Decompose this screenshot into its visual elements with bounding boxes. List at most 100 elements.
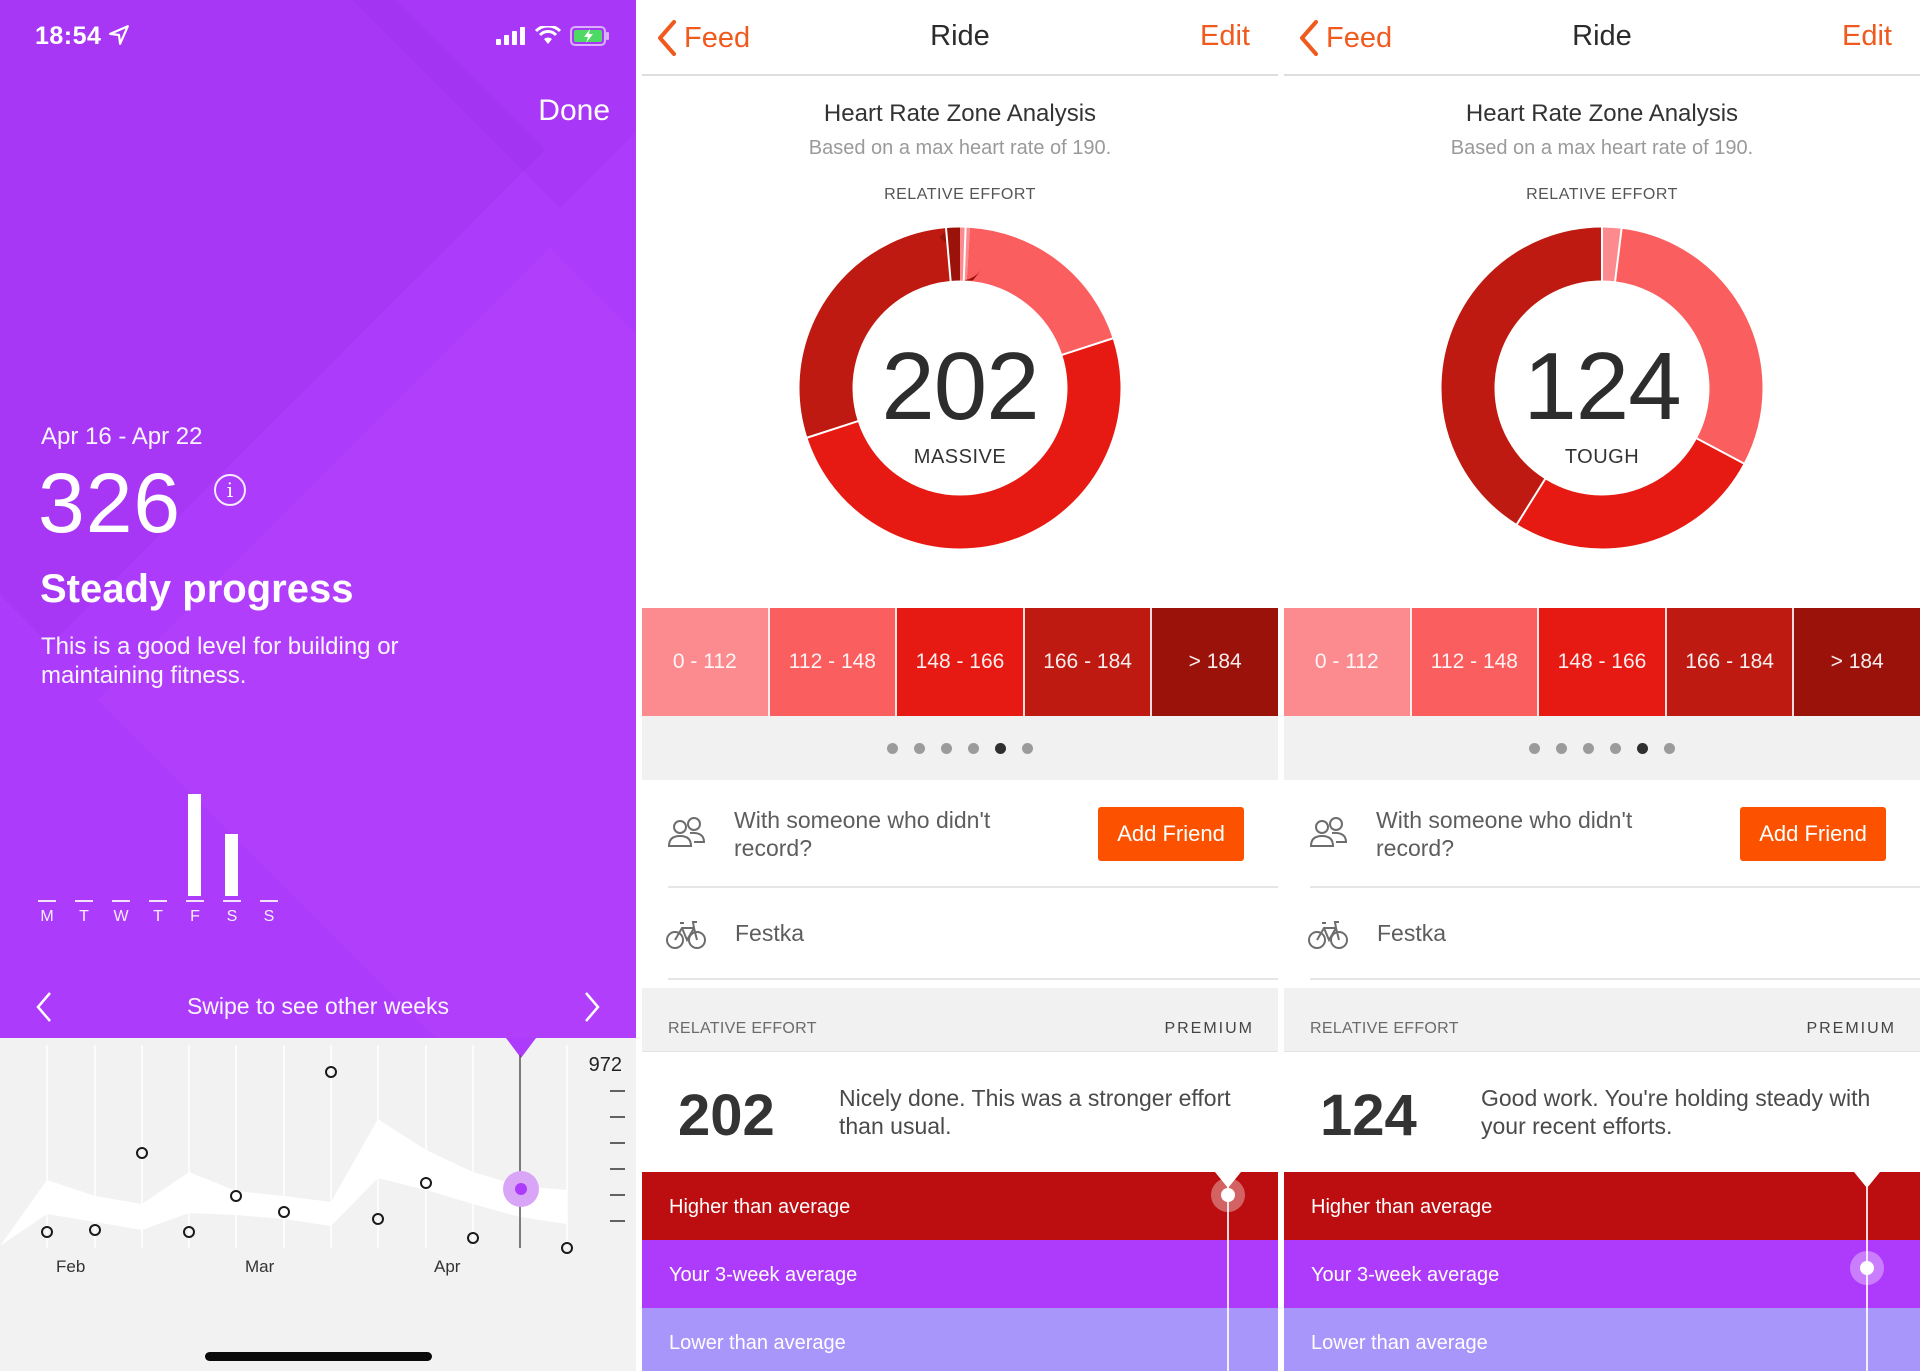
- chevron-left-icon[interactable]: [30, 989, 60, 1025]
- position-marker: [1211, 1178, 1245, 1212]
- zone-2[interactable]: 112 - 148: [769, 608, 898, 716]
- week-navigator: Swipe to see other weeks: [0, 985, 636, 1029]
- day-label: F: [190, 908, 200, 925]
- day-bar: [188, 794, 201, 896]
- day-label: S: [226, 908, 238, 925]
- summary-score: 124: [1320, 1083, 1417, 1148]
- zone4-segment: [799, 227, 1121, 549]
- ride-panel-2: Feed Ride Edit Heart Rate Zone Analysis …: [1284, 0, 1920, 1371]
- location-arrow-icon: [109, 25, 129, 45]
- zone-5[interactable]: > 184: [1794, 608, 1920, 716]
- home-indicator[interactable]: [205, 1352, 432, 1361]
- chevron-right-icon[interactable]: [576, 989, 606, 1025]
- zone-3[interactable]: 148 - 166: [1539, 608, 1667, 716]
- back-label: Feed: [684, 21, 751, 54]
- add-friend-button[interactable]: Add Friend: [1740, 807, 1886, 861]
- summary-score: 202: [678, 1083, 775, 1148]
- page-dot-active[interactable]: [995, 742, 1006, 754]
- page-dot-active[interactable]: [1637, 742, 1648, 754]
- relative-effort-section-header: RELATIVE EFFORT PREMIUM: [1284, 988, 1920, 1052]
- month-label: Mar: [245, 1257, 275, 1276]
- baseline-tick: [186, 900, 204, 902]
- band-higher: Higher than average: [1284, 1172, 1920, 1240]
- status-time: 18:54: [35, 22, 102, 50]
- fitness-panel: 18:54 Done Apr 16 - Apr 22 326 i Steady …: [0, 0, 636, 1371]
- zone-5[interactable]: > 184: [1152, 608, 1278, 716]
- people-icon: [667, 817, 706, 847]
- status-description: This is a good level for building or mai…: [41, 633, 399, 689]
- signal-icon: [496, 27, 525, 45]
- bike-name: Festka: [1377, 920, 1447, 946]
- zone-2[interactable]: 112 - 148: [1411, 608, 1540, 716]
- zone2-segment: [1441, 227, 1763, 549]
- month-label: Apr: [434, 1257, 461, 1276]
- position-marker: [1850, 1251, 1884, 1285]
- zone-1[interactable]: 0 - 112: [1284, 608, 1412, 716]
- gear-row[interactable]: Festka: [642, 888, 1278, 980]
- zone-4[interactable]: 166 - 184: [1666, 608, 1795, 716]
- page-dot[interactable]: [887, 742, 898, 754]
- page-dot[interactable]: [1556, 742, 1567, 754]
- friend-prompt: With someone who didn't record?: [1376, 807, 1633, 861]
- hr-zone-legend: 0 - 112 112 - 148 148 - 166 166 - 184 > …: [642, 608, 1278, 716]
- section-title: RELATIVE EFFORT: [1310, 1020, 1459, 1037]
- baseline-tick: [149, 900, 167, 902]
- people-icon: [1309, 817, 1348, 847]
- zone-1[interactable]: 0 - 112: [642, 608, 770, 716]
- day-bar: [225, 834, 238, 896]
- band-label: Lower than average: [669, 1332, 846, 1354]
- scale-max-value: 972: [588, 1054, 622, 1076]
- row-divider: [668, 978, 1278, 980]
- nav-bar: Feed Ride Edit: [1284, 0, 1920, 76]
- add-friend-button[interactable]: Add Friend: [1098, 807, 1244, 861]
- page-dot[interactable]: [1664, 742, 1675, 754]
- back-button[interactable]: Feed: [656, 18, 750, 58]
- page-dot[interactable]: [1529, 742, 1540, 754]
- swipe-hint: Swipe to see other weeks: [186, 993, 450, 1019]
- summary-message: Good work. You're holding steady with yo…: [1481, 1085, 1871, 1139]
- band-label: Your 3-week average: [1311, 1264, 1500, 1286]
- edit-button[interactable]: Edit: [1842, 20, 1892, 52]
- hr-zone-title: Heart Rate Zone Analysis: [1465, 100, 1739, 127]
- gear-row[interactable]: Festka: [1284, 888, 1920, 980]
- fitness-header: 18:54 Done Apr 16 - Apr 22 326 i Steady …: [0, 0, 636, 1038]
- status-bar: 18:54: [0, 0, 636, 76]
- page-dot[interactable]: [968, 742, 979, 754]
- done-button[interactable]: Done: [538, 94, 610, 127]
- average-range-band: [0, 1119, 567, 1246]
- row-divider: [1310, 978, 1920, 980]
- ride-panel-1: Feed Ride Edit Heart Rate Zone Analysis …: [642, 0, 1278, 1371]
- hr-zone-donut: [1441, 227, 1763, 549]
- weekly-score: 326: [38, 456, 182, 550]
- weekly-trend-chart[interactable]: Feb Mar Apr: [0, 1038, 636, 1371]
- selected-week-pointer: [506, 1038, 536, 1058]
- relative-effort-score: 202: [881, 333, 1039, 440]
- zone-4[interactable]: 166 - 184: [1024, 608, 1153, 716]
- page-dot[interactable]: [1583, 742, 1594, 754]
- chevron-left-icon: [658, 20, 676, 56]
- page-title: Ride: [930, 20, 990, 52]
- day-label: T: [153, 908, 163, 925]
- premium-badge: PREMIUM: [1806, 1020, 1896, 1037]
- page-dot[interactable]: [1610, 742, 1621, 754]
- baseline-tick: [38, 900, 56, 902]
- info-icon[interactable]: i: [214, 474, 246, 506]
- zone3-segment: [799, 227, 1121, 549]
- page-indicator: [642, 716, 1278, 780]
- page-dot[interactable]: [1022, 742, 1033, 754]
- friend-prompt: With someone who didn't record?: [734, 807, 991, 861]
- bicycle-icon: [1308, 921, 1348, 949]
- zone-3[interactable]: 148 - 166: [897, 608, 1025, 716]
- edit-button[interactable]: Edit: [1200, 20, 1250, 52]
- back-label: Feed: [1326, 21, 1393, 54]
- band-label: Higher than average: [669, 1196, 851, 1218]
- back-button[interactable]: Feed: [1298, 18, 1392, 58]
- summary-message: Nicely done. This was a stronger effort …: [839, 1085, 1231, 1139]
- row-divider: [668, 886, 1278, 888]
- day-label: S: [263, 908, 275, 925]
- page-dot[interactable]: [914, 742, 925, 754]
- page-dot[interactable]: [941, 742, 952, 754]
- selected-week-point[interactable]: [515, 1183, 527, 1195]
- battery-charging-icon: [570, 26, 609, 46]
- hr-zone-subtitle: Based on a max heart rate of 190.: [1450, 137, 1754, 159]
